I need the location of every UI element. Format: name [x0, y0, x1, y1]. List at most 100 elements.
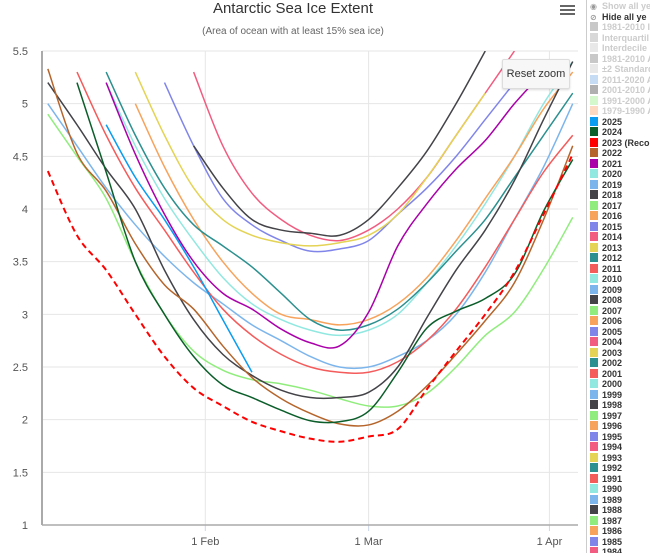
- legend-item-year[interactable]: 2009: [590, 284, 622, 295]
- legend-label: 2013: [602, 242, 623, 253]
- legend-item-range[interactable]: 2011-2020 A: [590, 74, 650, 85]
- legend-item-year[interactable]: 2019: [590, 179, 622, 190]
- y-tick-label: 3.5: [13, 257, 28, 269]
- legend-label: 1996: [602, 421, 623, 431]
- legend-label: 1992: [602, 463, 623, 473]
- legend-swatch-icon: [590, 400, 598, 409]
- legend-label: 2022: [602, 148, 623, 158]
- legend-swatch-icon: [590, 148, 598, 157]
- legend-label: 2025: [602, 116, 623, 127]
- legend-label: 1993: [602, 452, 623, 463]
- legend-label: 2004: [602, 337, 623, 347]
- legend-label: 2017: [602, 200, 623, 211]
- legend-item-year[interactable]: 1999: [590, 389, 623, 400]
- legend: ◉ Show all ye ⊘ Hide all ye 1981-2010 I Inter…: [586, 0, 650, 553]
- line-chart[interactable]: 1 1.5 2 2.5 3 3.5 4 4.5 5 5.5 1 Feb 1 Mar 1 Apr: [0, 0, 586, 553]
- show-all-years-button[interactable]: ◉ Show all ye: [590, 1, 650, 11]
- legend-label: 2010: [602, 274, 623, 284]
- legend-item-year[interactable]: 2010: [590, 274, 622, 284]
- legend-label: 1991-2000 A: [602, 95, 650, 106]
- legend-swatch-icon: [590, 158, 598, 168]
- legend-swatch-icon: [590, 463, 598, 472]
- legend-item-range[interactable]: 1991-2000 A: [590, 95, 650, 106]
- legend-label: 1999: [602, 389, 623, 400]
- hamburger-menu-icon[interactable]: [560, 4, 575, 18]
- y-tick-label: 5.5: [13, 46, 28, 58]
- legend-item-year[interactable]: 2014: [590, 232, 622, 242]
- legend-item-year[interactable]: 1989: [590, 494, 622, 505]
- legend-item-year[interactable]: 2002: [590, 358, 622, 368]
- legend-item-range[interactable]: ±2 Standard: [590, 64, 650, 74]
- y-tick-label: 1.5: [13, 467, 28, 479]
- legend-item-year[interactable]: 2004: [590, 337, 622, 347]
- legend-item-range[interactable]: 1981-2010 A: [590, 53, 650, 64]
- legend-label: 1987: [602, 515, 623, 526]
- legend-item-year[interactable]: 1992: [590, 463, 622, 473]
- legend-item-year[interactable]: 2023 (Reco: [590, 137, 650, 148]
- legend-item-year[interactable]: 2008: [590, 295, 622, 305]
- legend-swatch-icon: [590, 106, 598, 115]
- legend-item-year[interactable]: 1993: [590, 452, 623, 463]
- legend-item-year[interactable]: 2017: [590, 200, 623, 211]
- legend-item-year[interactable]: 2013: [590, 242, 623, 253]
- legend-swatch-icon: [590, 505, 598, 514]
- legend-label: 2024: [602, 127, 623, 137]
- legend-item-year[interactable]: 1988: [590, 505, 622, 515]
- legend-item-year[interactable]: 1990: [590, 484, 622, 494]
- legend-item-year[interactable]: 1994: [590, 442, 622, 452]
- legend-item-year[interactable]: 2016: [590, 211, 622, 221]
- legend-swatch-icon: [590, 295, 598, 304]
- legend-item-range[interactable]: 1981-2010 I: [590, 22, 650, 32]
- legend-item-year[interactable]: 2005: [590, 326, 622, 337]
- legend-swatch-icon: [590, 316, 598, 325]
- legend-label: Show all ye: [602, 1, 650, 11]
- legend-item-year[interactable]: 1996: [590, 421, 622, 431]
- legend-label: 2020: [602, 169, 623, 179]
- legend-label: 2000: [602, 379, 623, 389]
- legend-item-year[interactable]: 1997: [590, 410, 623, 421]
- legend-item-year[interactable]: 2018: [590, 190, 622, 200]
- legend-item-year[interactable]: 1995: [590, 431, 622, 442]
- legend-item-year[interactable]: 2011: [590, 263, 622, 274]
- legend-item-range[interactable]: Interquartil: [590, 32, 649, 43]
- legend-item-range[interactable]: 2001-2010 A: [590, 85, 650, 95]
- legend-item-year[interactable]: 1998: [590, 400, 622, 410]
- legend-swatch-icon: [590, 326, 598, 336]
- legend-item-year[interactable]: 2024: [590, 127, 622, 137]
- legend-label: 2016: [602, 211, 623, 221]
- legend-item-year[interactable]: 1987: [590, 515, 623, 526]
- y-tick-label: 2.5: [13, 362, 28, 374]
- reset-zoom-button[interactable]: Reset zoom: [502, 59, 570, 89]
- legend-label: 2011: [602, 263, 622, 274]
- legend-item-year[interactable]: 2007: [590, 305, 622, 316]
- legend-item-year[interactable]: 2012: [590, 253, 622, 263]
- legend-swatch-icon: [590, 421, 598, 430]
- hide-all-years-button[interactable]: ⊘ Hide all ye: [590, 12, 647, 22]
- legend-swatch-icon: [590, 379, 598, 388]
- legend-item-year[interactable]: 2022: [590, 148, 622, 158]
- y-tick-label: 4.5: [13, 151, 28, 163]
- legend-item-year[interactable]: 2006: [590, 316, 622, 326]
- legend-label: 2001: [602, 368, 623, 379]
- legend-item-year[interactable]: 2025: [590, 116, 623, 127]
- legend-swatch-icon: [590, 74, 598, 84]
- chart-area: 1 1.5 2 2.5 3 3.5 4 4.5 5 5.5 1 Feb 1 Mar 1 Apr Anta…: [0, 0, 586, 553]
- legend-item-year[interactable]: 1985: [590, 536, 622, 547]
- legend-item-year[interactable]: 2000: [590, 379, 622, 389]
- series-line-2021: [105, 71, 545, 349]
- legend-item-range[interactable]: 1979-1990 A: [590, 106, 650, 116]
- legend-item-year[interactable]: 1984: [590, 547, 622, 553]
- legend-swatch-icon: [590, 127, 598, 136]
- legend-item-year[interactable]: 1986: [590, 526, 622, 536]
- legend-item-year[interactable]: 2021: [590, 158, 622, 169]
- series-line-2023: [46, 153, 574, 443]
- legend-item-year[interactable]: 2001: [590, 368, 623, 379]
- legend-label: 1997: [602, 410, 623, 421]
- legend-item-year[interactable]: 1991: [590, 473, 622, 484]
- legend-item-year[interactable]: 2015: [590, 221, 622, 232]
- legend-item-year[interactable]: 2020: [590, 169, 622, 179]
- legend-item-year[interactable]: 2003: [590, 347, 622, 358]
- legend-item-range[interactable]: Interdecile: [590, 43, 647, 53]
- legend-swatch-icon: [590, 442, 598, 451]
- x-tick-label: 1 Apr: [537, 536, 563, 548]
